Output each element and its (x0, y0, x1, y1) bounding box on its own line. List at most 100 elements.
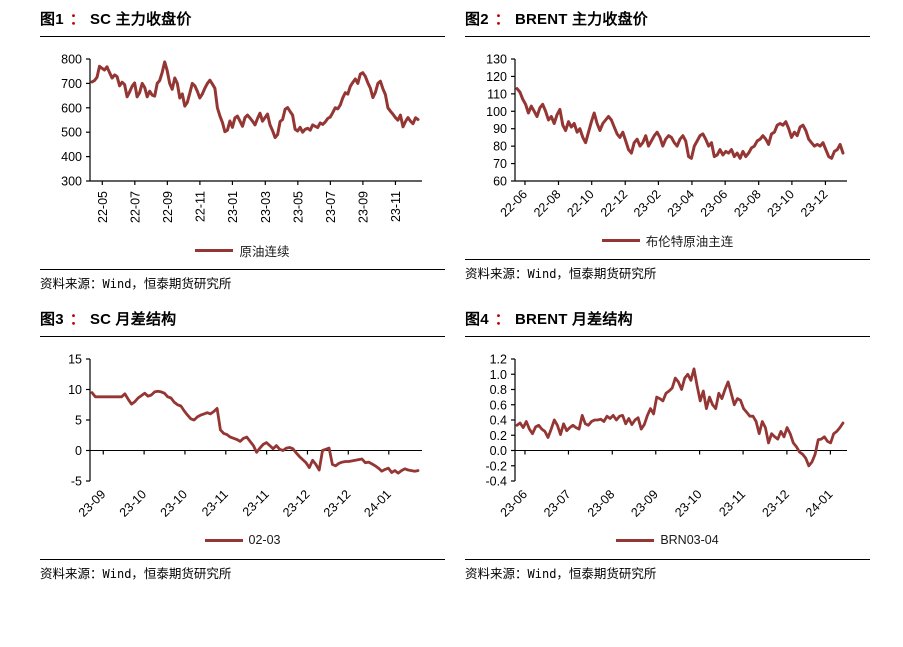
source-vendor: Wind (527, 567, 557, 581)
svg-text:130: 130 (486, 53, 507, 67)
figure-panel-2: 图2 ： BRENT 主力收盘价 60 70 80 90 100 110 120 130 22-06… (465, 6, 870, 292)
legend-label: 原油连续 (239, 244, 290, 259)
legend-line-swatch (601, 238, 640, 242)
title-divider (40, 36, 445, 37)
svg-text:23-08: 23-08 (585, 487, 618, 520)
title-divider (465, 36, 870, 37)
source-vendor: Wind (102, 567, 132, 581)
svg-text:23-02: 23-02 (631, 187, 664, 220)
svg-text:15: 15 (68, 353, 82, 367)
svg-text:23-10: 23-10 (672, 487, 705, 520)
svg-text:0.0: 0.0 (490, 444, 507, 458)
figures-grid: 图1： SC 主力收盘价 300 400 500 600 700 800 22-05 22-07… (40, 6, 870, 582)
svg-text:90: 90 (493, 122, 507, 136)
line-chart: 60 70 80 90 100 110 120 130 22-06 22-08 22-10 22-12… (465, 51, 870, 229)
source-divider (40, 559, 445, 560)
source-vendor: Wind (102, 277, 132, 291)
source-divider (465, 559, 870, 560)
source-note: 资料来源：Wind，恒泰期货研究所 (465, 260, 870, 282)
source-note: 资料来源：Wind，恒泰期货研究所 (40, 270, 445, 292)
svg-text:23-09: 23-09 (356, 191, 370, 223)
chart-legend: BRN03-04 (465, 531, 870, 549)
figure-number: 图4 (465, 311, 489, 328)
svg-text:22-05: 22-05 (96, 191, 110, 223)
figure-panel-1: 图1 ： SC 主力收盘价 300 400 500 600 700 800 22-05 22-07… (40, 6, 445, 292)
source-note: 资料来源：Wind，恒泰期货研究所 (465, 560, 870, 582)
svg-text:500: 500 (61, 126, 82, 140)
svg-text:22-11: 22-11 (193, 191, 207, 222)
source-divider (40, 269, 445, 270)
svg-text:400: 400 (61, 150, 82, 164)
svg-text:23-05: 23-05 (291, 191, 305, 223)
svg-text:0.2: 0.2 (490, 429, 507, 443)
svg-text:22-08: 22-08 (531, 187, 564, 220)
svg-text:24-01: 24-01 (361, 487, 394, 520)
svg-text:22-10: 22-10 (564, 187, 597, 220)
figure-title: 图2 ： BRENT 主力收盘价 (465, 6, 870, 30)
svg-text:-0.2: -0.2 (485, 459, 507, 473)
title-colon: ： (494, 11, 510, 28)
svg-text:120: 120 (486, 70, 507, 84)
svg-text:-0.4: -0.4 (485, 475, 507, 489)
svg-text:22-09: 22-09 (161, 191, 175, 223)
source-suffix: ，恒泰期货研究所 (131, 567, 232, 581)
legend-line-swatch (616, 538, 655, 542)
svg-text:23-11: 23-11 (240, 487, 272, 519)
source-suffix: ，恒泰期货研究所 (556, 567, 657, 581)
svg-text:23-10: 23-10 (158, 487, 191, 520)
source-note: 资料来源：Wind，恒泰期货研究所 (40, 560, 445, 582)
svg-text:23-12: 23-12 (280, 487, 313, 520)
svg-text:23-07: 23-07 (324, 191, 338, 223)
svg-text:23-03: 23-03 (259, 191, 273, 223)
svg-text:22-07: 22-07 (128, 191, 142, 223)
source-prefix: 资料来源： (40, 277, 103, 291)
svg-text:23-12: 23-12 (321, 487, 354, 520)
svg-text:23-04: 23-04 (665, 187, 698, 220)
title-colon: ： (494, 311, 510, 328)
chart-legend: 布伦特原油主连 (465, 231, 870, 249)
line-chart: -0.4 -0.2 0.0 0.2 0.4 0.6 0.8 1.0 1.2 23-06 23-07 2… (465, 351, 870, 529)
figure-title: 图1 ： SC 主力收盘价 (40, 6, 445, 30)
svg-text:-5: -5 (71, 475, 82, 489)
svg-text:22-06: 22-06 (498, 187, 531, 220)
svg-text:23-06: 23-06 (498, 487, 531, 520)
legend-line-swatch (195, 248, 234, 252)
line-chart: -5 0 5 10 15 23-09 23-10 23-10 23-11 23-11 23-12 23… (40, 351, 445, 529)
svg-text:23-11: 23-11 (716, 487, 748, 519)
svg-text:1.0: 1.0 (490, 368, 507, 382)
figure-title: 图3 ： SC 月差结构 (40, 306, 445, 330)
chart-legend: 02-03 (40, 531, 445, 549)
svg-text:0: 0 (75, 444, 82, 458)
figure-panel-3: 图3： SC 月差结构 -5 0 5 10 15 23-09 23-10 23-10 23-11 2… (40, 306, 445, 582)
svg-text:23-09: 23-09 (76, 487, 109, 520)
source-suffix: ，恒泰期货研究所 (556, 267, 657, 281)
title-colon: ： (69, 311, 85, 328)
svg-text:23-08: 23-08 (731, 187, 764, 220)
svg-text:23-10: 23-10 (117, 487, 150, 520)
svg-text:23-11: 23-11 (389, 191, 403, 222)
legend-line-swatch (204, 538, 243, 542)
svg-text:24-01: 24-01 (803, 487, 836, 520)
source-prefix: 资料来源： (40, 567, 103, 581)
svg-text:700: 700 (61, 77, 82, 91)
source-divider (465, 259, 870, 260)
svg-text:800: 800 (61, 53, 82, 67)
source-suffix: ，恒泰期货研究所 (131, 277, 232, 291)
figure-number: 图2 (465, 11, 489, 28)
svg-text:0.8: 0.8 (490, 383, 507, 397)
source-prefix: 资料来源： (465, 267, 528, 281)
svg-text:300: 300 (61, 175, 82, 189)
svg-text:23-12: 23-12 (760, 487, 793, 520)
source-prefix: 资料来源： (465, 567, 528, 581)
figure-number: 图3 (40, 311, 64, 328)
svg-text:70: 70 (493, 157, 507, 171)
legend-label: 02-03 (248, 533, 281, 547)
svg-text:5: 5 (75, 414, 82, 428)
svg-text:23-09: 23-09 (628, 487, 661, 520)
svg-text:23-01: 23-01 (226, 191, 240, 223)
svg-text:100: 100 (486, 105, 507, 119)
line-chart: 300 400 500 600 700 800 22-05 22-07 22-09 22-11 23… (40, 51, 445, 239)
svg-text:600: 600 (61, 101, 82, 115)
title-divider (40, 336, 445, 337)
svg-text:23-10: 23-10 (764, 187, 797, 220)
